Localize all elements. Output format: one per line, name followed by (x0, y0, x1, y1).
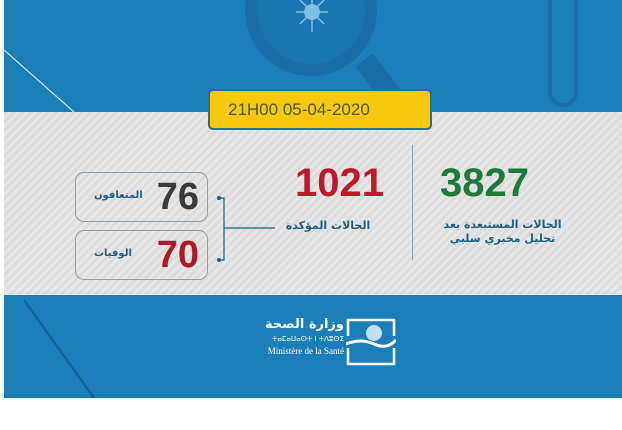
connector-dot (217, 196, 221, 200)
confirmed-count: 1021 (295, 161, 384, 205)
date-badge: 21H00 05-04-2020 (208, 89, 432, 130)
footer-banner: وزارة الصحة ⵜⴰⵎⴰⵡⴰⵙⵜ ⵏ ⵜⴷⵓⵙⵉ Ministère d… (4, 295, 622, 398)
connector-bracket (220, 197, 275, 261)
connector-dot (217, 258, 221, 262)
excluded-label: الحالات المستبعدة بعد تحليل مخبري سلبي (430, 218, 575, 246)
excluded-count: 3827 (440, 161, 529, 205)
confirmed-label: الحالات المؤكدة (285, 219, 371, 232)
deaths-label: الوفيات (94, 248, 132, 259)
excluded-label-line2: تحليل مخبري سلبي (449, 232, 556, 245)
decorative-lines (23, 299, 95, 398)
divider (412, 145, 413, 260)
recovered-count: 76 (156, 176, 199, 218)
stats-panel (4, 112, 622, 295)
ministry-arabic: وزارة الصحة (264, 317, 344, 332)
ministry-logo (346, 318, 396, 366)
ministry-text: وزارة الصحة ⵜⴰⵎⴰⵡⴰⵙⵜ ⵏ ⵜⴷⵓⵙⵉ Ministère d… (244, 317, 344, 357)
ministry-french: Ministère de la Santé (267, 346, 344, 356)
ministry-tifinagh: ⵜⴰⵎⴰⵡⴰⵙⵜ ⵏ ⵜⴷⵓⵙⵉ (272, 335, 344, 343)
recovered-card: 76 المتعافون (75, 172, 208, 222)
magnifier-virus-illustration (4, 0, 578, 112)
excluded-label-line1: الحالات المستبعدة بعد (443, 218, 562, 231)
deaths-card: 70 الوفيات (75, 230, 208, 280)
deaths-count: 70 (156, 234, 199, 276)
recovered-label: المتعافون (94, 190, 143, 201)
